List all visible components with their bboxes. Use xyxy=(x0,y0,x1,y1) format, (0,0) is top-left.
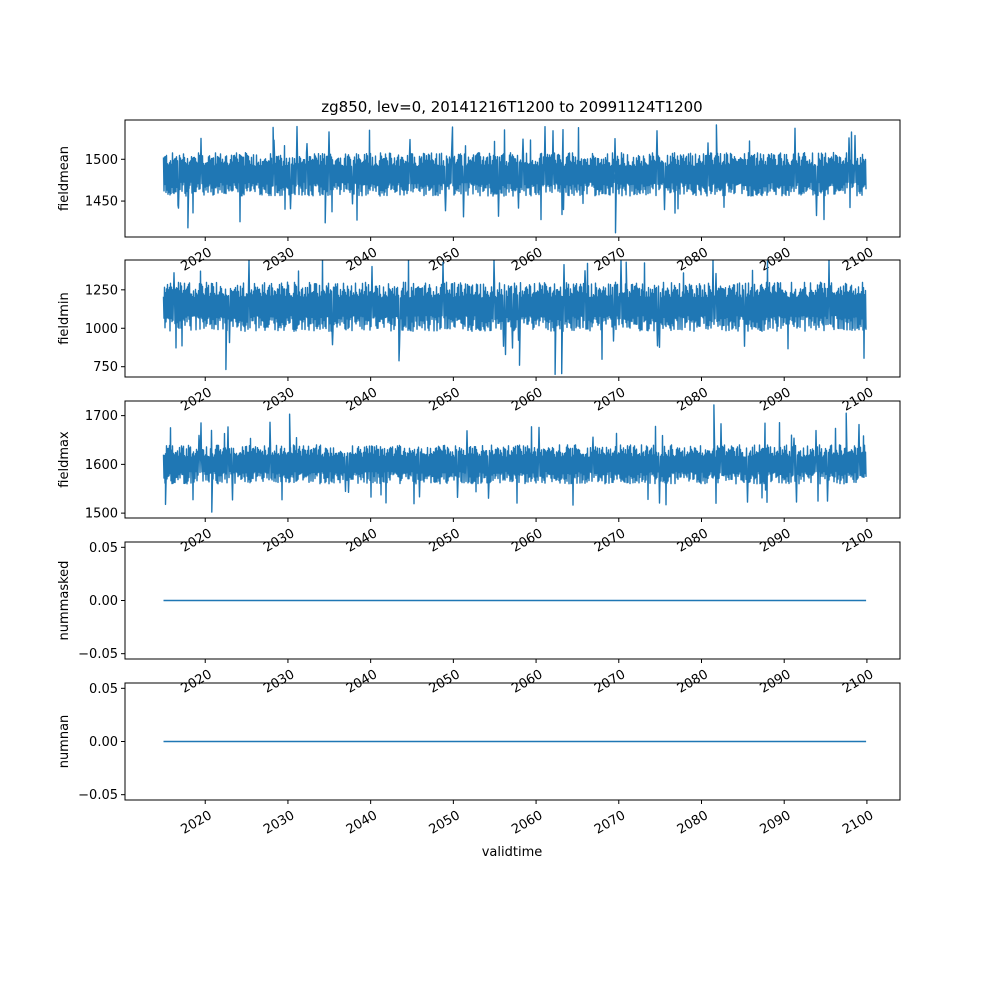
y-tick-label: 0.00 xyxy=(89,594,118,609)
y-tick-label: 1000 xyxy=(85,322,118,337)
y-tick-label: −0.05 xyxy=(78,647,118,662)
y-tick-label: 1600 xyxy=(85,458,118,473)
series-line-fieldmin xyxy=(162,259,867,376)
y-tick-label: 1700 xyxy=(85,409,118,424)
series-line-fieldmean xyxy=(162,124,867,234)
y-axis-label: fieldmax xyxy=(57,431,72,488)
y-tick-label: 0.00 xyxy=(89,735,118,750)
y-tick-label: 1450 xyxy=(85,195,118,210)
y-tick-label: 1250 xyxy=(85,283,118,298)
axes-frame-fieldmax xyxy=(124,400,901,519)
y-axis-label: nummasked xyxy=(57,561,72,641)
y-tick-label: 1500 xyxy=(85,153,118,168)
x-axis-label: validtime xyxy=(482,845,543,860)
chart-title: zg850, lev=0, 20141216T1200 to 20991124T… xyxy=(321,98,702,116)
axes-frame-fieldmin xyxy=(124,259,901,378)
y-tick-label: 1500 xyxy=(85,507,118,522)
y-tick-label: −0.05 xyxy=(78,788,118,803)
y-axis-label: fieldmean xyxy=(57,146,72,211)
y-tick-label: 750 xyxy=(93,360,118,375)
y-axis-label: numnan xyxy=(57,715,72,769)
y-tick-label: 0.05 xyxy=(89,541,118,556)
y-tick-label: 0.05 xyxy=(89,682,118,697)
axes-frame-fieldmean xyxy=(124,119,901,238)
series-line-fieldmax xyxy=(162,404,867,513)
y-axis-label: fieldmin xyxy=(57,292,72,345)
